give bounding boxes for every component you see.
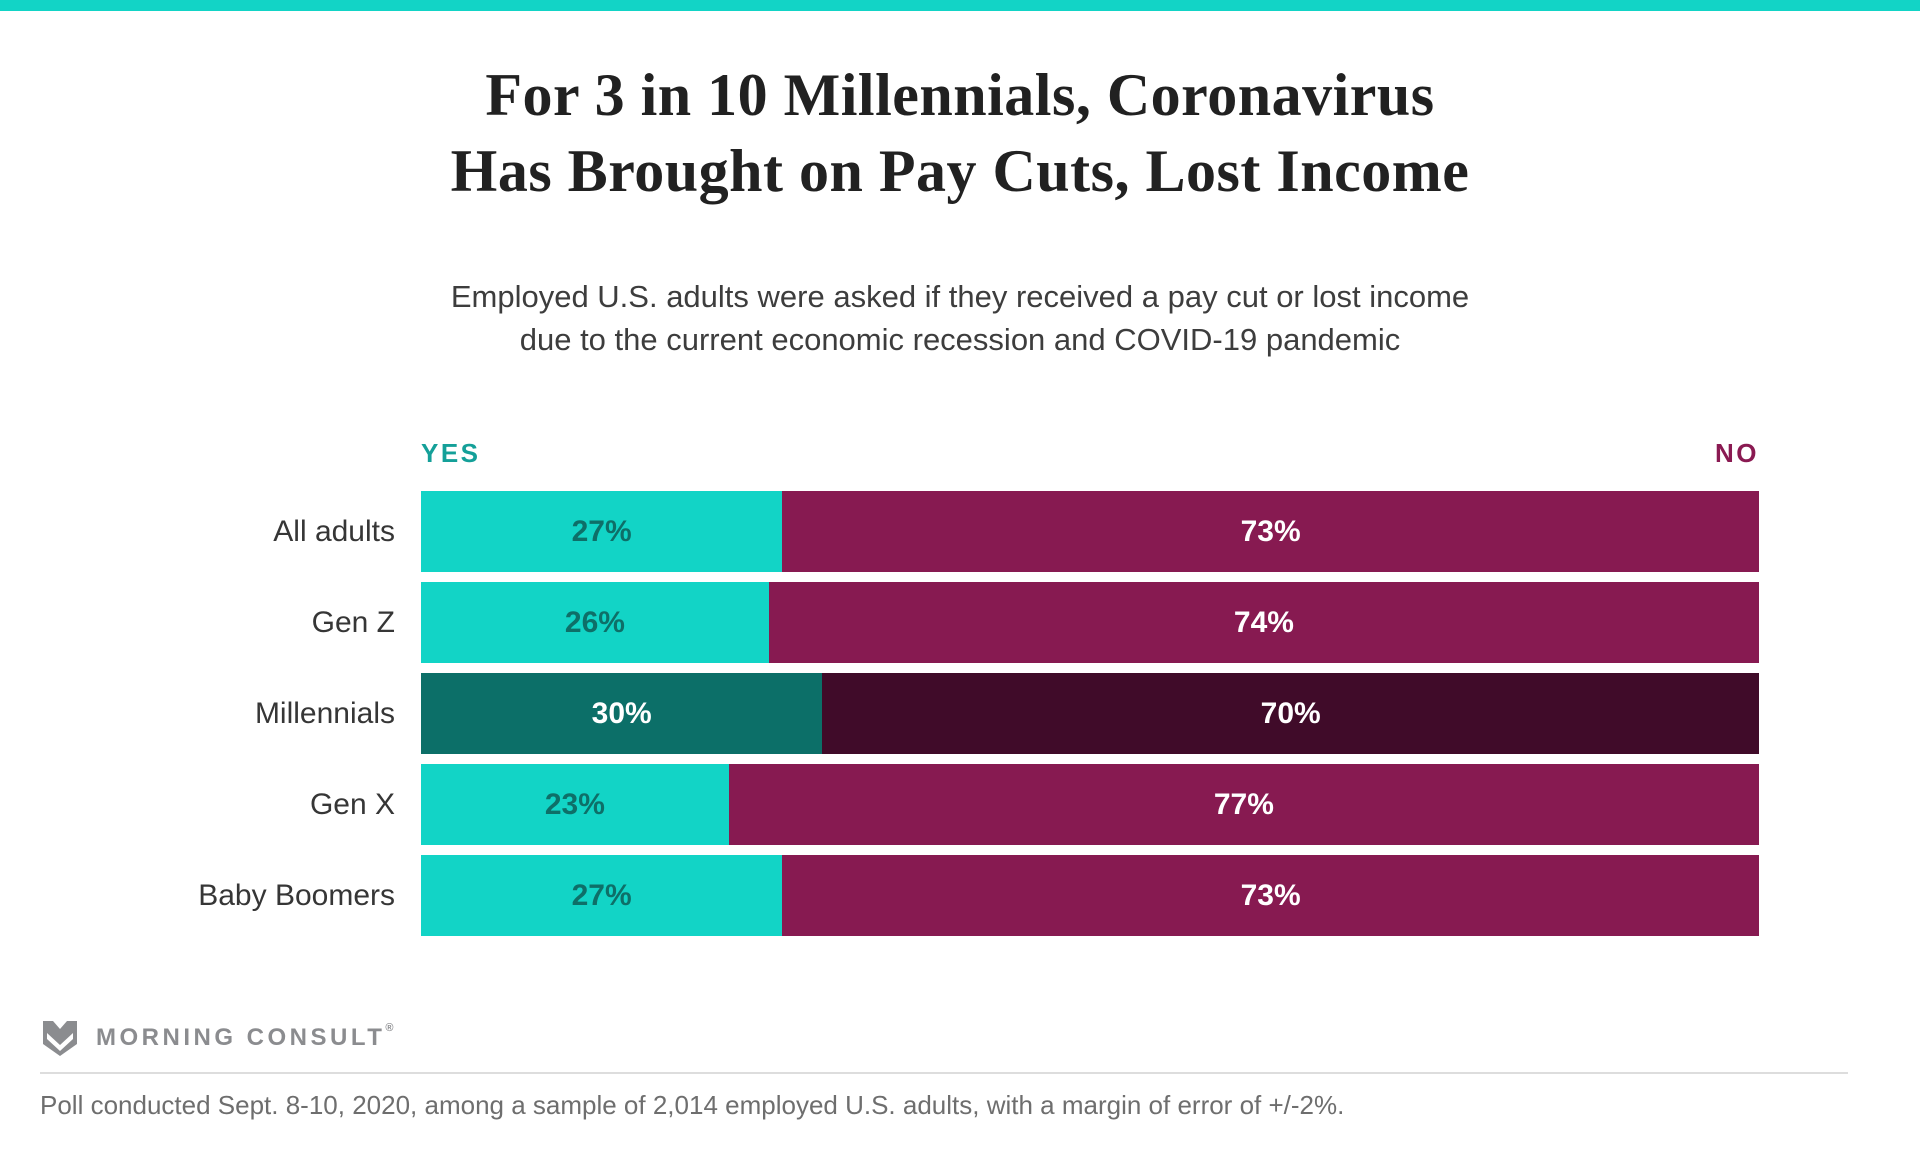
axis-labels: YES NO bbox=[120, 437, 1759, 469]
bar-segment-no: 73% bbox=[782, 855, 1759, 936]
brand-logo-text: MORNING CONSULT® bbox=[96, 1022, 397, 1051]
chart-row: Millennials 30% 70% bbox=[120, 673, 1759, 754]
bar-segment-no: 74% bbox=[768, 582, 1759, 663]
bar-segment-no: 77% bbox=[728, 764, 1759, 845]
bar-track: 26% 74% bbox=[421, 582, 1759, 663]
row-label: All adults bbox=[273, 514, 395, 548]
bar-value-yes: 27% bbox=[571, 878, 632, 912]
no-axis-label: NO bbox=[1715, 438, 1759, 468]
chart-row: All adults 27% 73% bbox=[120, 491, 1759, 572]
bar-track: 27% 73% bbox=[421, 491, 1759, 572]
morning-consult-logo-icon bbox=[43, 1021, 77, 1056]
bar-segment-yes: 27% bbox=[421, 855, 783, 936]
bar-value-yes: 26% bbox=[564, 605, 625, 639]
row-label: Gen X bbox=[309, 787, 395, 821]
chart-header: For 3 in 10 Millennials, Coronavirus Has… bbox=[0, 57, 1920, 361]
page-title: For 3 in 10 Millennials, Coronavirus Has… bbox=[0, 57, 1920, 209]
registered-trademark: ® bbox=[385, 1022, 397, 1034]
chart-subtitle-line1: Employed U.S. adults were asked if they … bbox=[450, 279, 1470, 314]
bar-segment-no: 70% bbox=[822, 673, 1759, 754]
chart-subtitle: Employed U.S. adults were asked if they … bbox=[0, 275, 1920, 361]
yes-axis-label: YES bbox=[421, 438, 481, 468]
source-note: Poll conducted Sept. 8-10, 2020, among a… bbox=[40, 1090, 1345, 1120]
bar-segment-yes: 23% bbox=[421, 764, 729, 845]
chart-row: Gen X 23% 77% bbox=[120, 764, 1759, 845]
bar-track: 23% 77% bbox=[421, 764, 1759, 845]
row-label: Gen Z bbox=[311, 605, 395, 639]
footer-divider bbox=[40, 1072, 1848, 1074]
bar-track: 30% 70% bbox=[421, 673, 1759, 754]
chart-rows: All adults 27% 73% Gen Z 26% 74% Millenn… bbox=[120, 491, 1759, 936]
page-title-line2: Has Brought on Pay Cuts, Lost Income bbox=[450, 138, 1470, 204]
row-label: Baby Boomers bbox=[198, 878, 395, 912]
brand-logo: MORNING CONSULT® bbox=[40, 1018, 1880, 1062]
footer: MORNING CONSULT® Poll conducted Sept. 8-… bbox=[40, 1018, 1880, 1121]
bar-value-yes: 27% bbox=[571, 514, 632, 548]
bar-value-yes: 30% bbox=[591, 696, 652, 730]
bar-value-yes: 23% bbox=[544, 787, 605, 821]
bar-value-no: 74% bbox=[1233, 605, 1294, 639]
chart-row: Baby Boomers 27% 73% bbox=[120, 855, 1759, 936]
page-title-line1: For 3 in 10 Millennials, Coronavirus bbox=[485, 62, 1435, 128]
top-accent-bar bbox=[0, 0, 1920, 11]
bar-track: 27% 73% bbox=[421, 855, 1759, 936]
bar-segment-yes: 30% bbox=[421, 673, 823, 754]
row-label: Millennials bbox=[254, 696, 395, 730]
bar-value-no: 73% bbox=[1240, 514, 1301, 548]
chart-subtitle-line2: due to the current economic recession an… bbox=[519, 322, 1401, 357]
bar-value-no: 70% bbox=[1260, 696, 1321, 730]
bar-segment-no: 73% bbox=[782, 491, 1759, 572]
chart-row: Gen Z 26% 74% bbox=[120, 582, 1759, 663]
stacked-bar-chart: YES NO All adults 27% 73% Gen Z 26% 74% … bbox=[120, 437, 1759, 936]
bar-segment-yes: 27% bbox=[421, 491, 783, 572]
bar-value-no: 73% bbox=[1240, 878, 1301, 912]
bar-segment-yes: 26% bbox=[421, 582, 769, 663]
bar-value-no: 77% bbox=[1213, 787, 1274, 821]
